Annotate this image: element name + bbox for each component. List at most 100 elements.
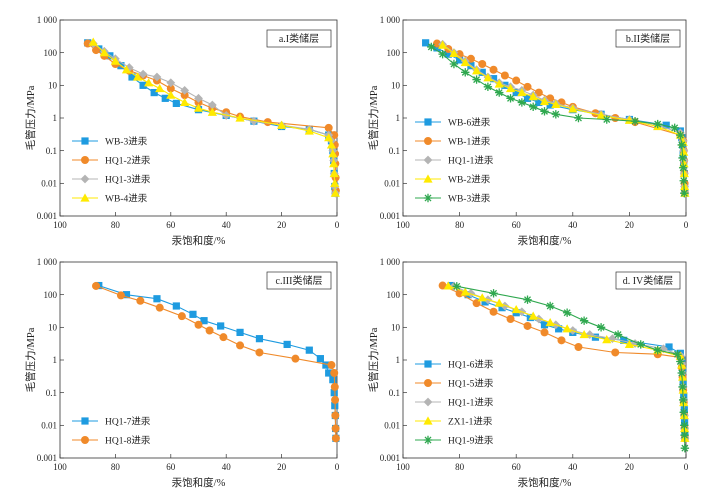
legend: WB-6进汞 WB-1进汞 HQ1-1进汞 WB-2进汞 WB-3进汞 — [415, 118, 494, 205]
data-point — [155, 303, 164, 312]
y-axis-label: 毛管压力/MPa — [367, 327, 380, 392]
data-point — [449, 59, 459, 69]
data-point — [680, 188, 689, 198]
data-point — [461, 68, 470, 77]
data-point — [478, 68, 486, 76]
legend-label: HQ1-6进汞 — [448, 360, 494, 371]
data-point — [546, 101, 554, 109]
data-point — [478, 59, 487, 68]
data-point — [277, 120, 287, 129]
legend-marker — [80, 193, 90, 202]
legend-label: HQ1-2进汞 — [105, 156, 151, 167]
x-axis-label: 汞饱和度/% — [518, 476, 572, 489]
data-point — [500, 301, 510, 311]
legend: WB-3进汞 HQ1-2进汞 HQ1-3进汞 WB-4进汞 — [72, 137, 151, 205]
legend-marker — [80, 174, 90, 184]
legend-label: WB-6进汞 — [448, 118, 491, 129]
data-point — [670, 123, 679, 133]
legend-label: WB-3进汞 — [105, 137, 148, 148]
y-tick-label: 0.001 — [380, 453, 400, 463]
data-point — [330, 188, 340, 197]
data-point — [330, 382, 339, 391]
data-point — [328, 149, 338, 158]
data-point — [249, 116, 259, 126]
series-3 — [88, 39, 340, 198]
y-tick-label: 100 — [387, 48, 401, 58]
legend-label: ZX1-1进汞 — [448, 417, 493, 428]
data-point — [180, 97, 190, 107]
legend-marker — [81, 156, 89, 164]
data-point — [124, 63, 134, 72]
data-point — [602, 115, 611, 124]
data-point — [677, 360, 687, 369]
series-5 — [452, 282, 690, 453]
data-point — [304, 126, 314, 135]
data-point — [679, 147, 689, 156]
legend-marker — [81, 417, 89, 425]
data-point — [88, 37, 98, 46]
data-point — [444, 50, 452, 58]
series-4 — [88, 37, 340, 197]
data-point — [177, 312, 186, 321]
plot-frame — [402, 261, 687, 459]
data-point — [676, 357, 685, 366]
data-point — [472, 75, 481, 84]
data-point — [322, 361, 330, 369]
x-tick-label: 0 — [684, 462, 689, 472]
data-point — [194, 320, 203, 329]
x-tick-label: 60 — [512, 220, 522, 230]
data-point — [477, 293, 487, 302]
y-tick-label: 0.001 — [380, 211, 400, 221]
data-point — [325, 369, 333, 377]
data-point — [236, 328, 244, 336]
data-point — [194, 93, 203, 103]
data-point — [517, 87, 527, 97]
data-point — [494, 79, 504, 88]
chart-title: a.I类储层 — [279, 32, 319, 45]
data-point — [324, 123, 333, 132]
y-tick-label: 0.01 — [384, 421, 400, 431]
data-point — [602, 335, 612, 344]
x-tick-label: 40 — [222, 462, 232, 472]
data-point — [449, 48, 459, 57]
legend-label: HQ1-7进汞 — [105, 417, 151, 428]
y-axis-label: 毛管压力/MPa — [24, 327, 37, 392]
data-point — [132, 72, 143, 81]
data-point — [611, 348, 620, 357]
data-point — [506, 94, 515, 103]
y-tick-label: 0.01 — [41, 179, 57, 189]
data-point — [678, 382, 687, 392]
data-point — [330, 389, 338, 397]
data-point — [99, 48, 109, 57]
data-point — [506, 314, 515, 323]
data-point — [676, 130, 685, 140]
x-axis-label: 汞饱和度/% — [172, 476, 226, 489]
y-tick-label: 1 — [396, 113, 401, 123]
series-line — [98, 285, 337, 439]
x-tick-label: 80 — [111, 462, 121, 472]
y-tick-label: 0.01 — [41, 421, 57, 431]
data-point — [255, 335, 264, 343]
data-point — [180, 91, 189, 100]
data-point — [331, 411, 340, 420]
data-point — [489, 75, 498, 83]
legend-label: HQ1-3进汞 — [105, 175, 151, 186]
data-point — [512, 88, 520, 97]
data-point — [92, 281, 101, 290]
y-tick-label: 1 — [53, 355, 58, 365]
data-point — [665, 343, 673, 351]
y-tick-label: 0.1 — [389, 388, 400, 398]
data-point — [180, 85, 190, 95]
data-point — [523, 94, 532, 102]
title-box — [615, 29, 681, 48]
legend-marker — [81, 436, 89, 444]
x-tick-label: 0 — [335, 462, 340, 472]
data-point — [219, 333, 228, 342]
data-point — [116, 291, 125, 300]
y-tick-label: 100 — [44, 48, 58, 58]
series-line — [95, 285, 337, 439]
data-point — [505, 83, 516, 93]
data-point — [161, 94, 169, 102]
data-point — [452, 282, 461, 291]
data-point — [121, 65, 132, 74]
